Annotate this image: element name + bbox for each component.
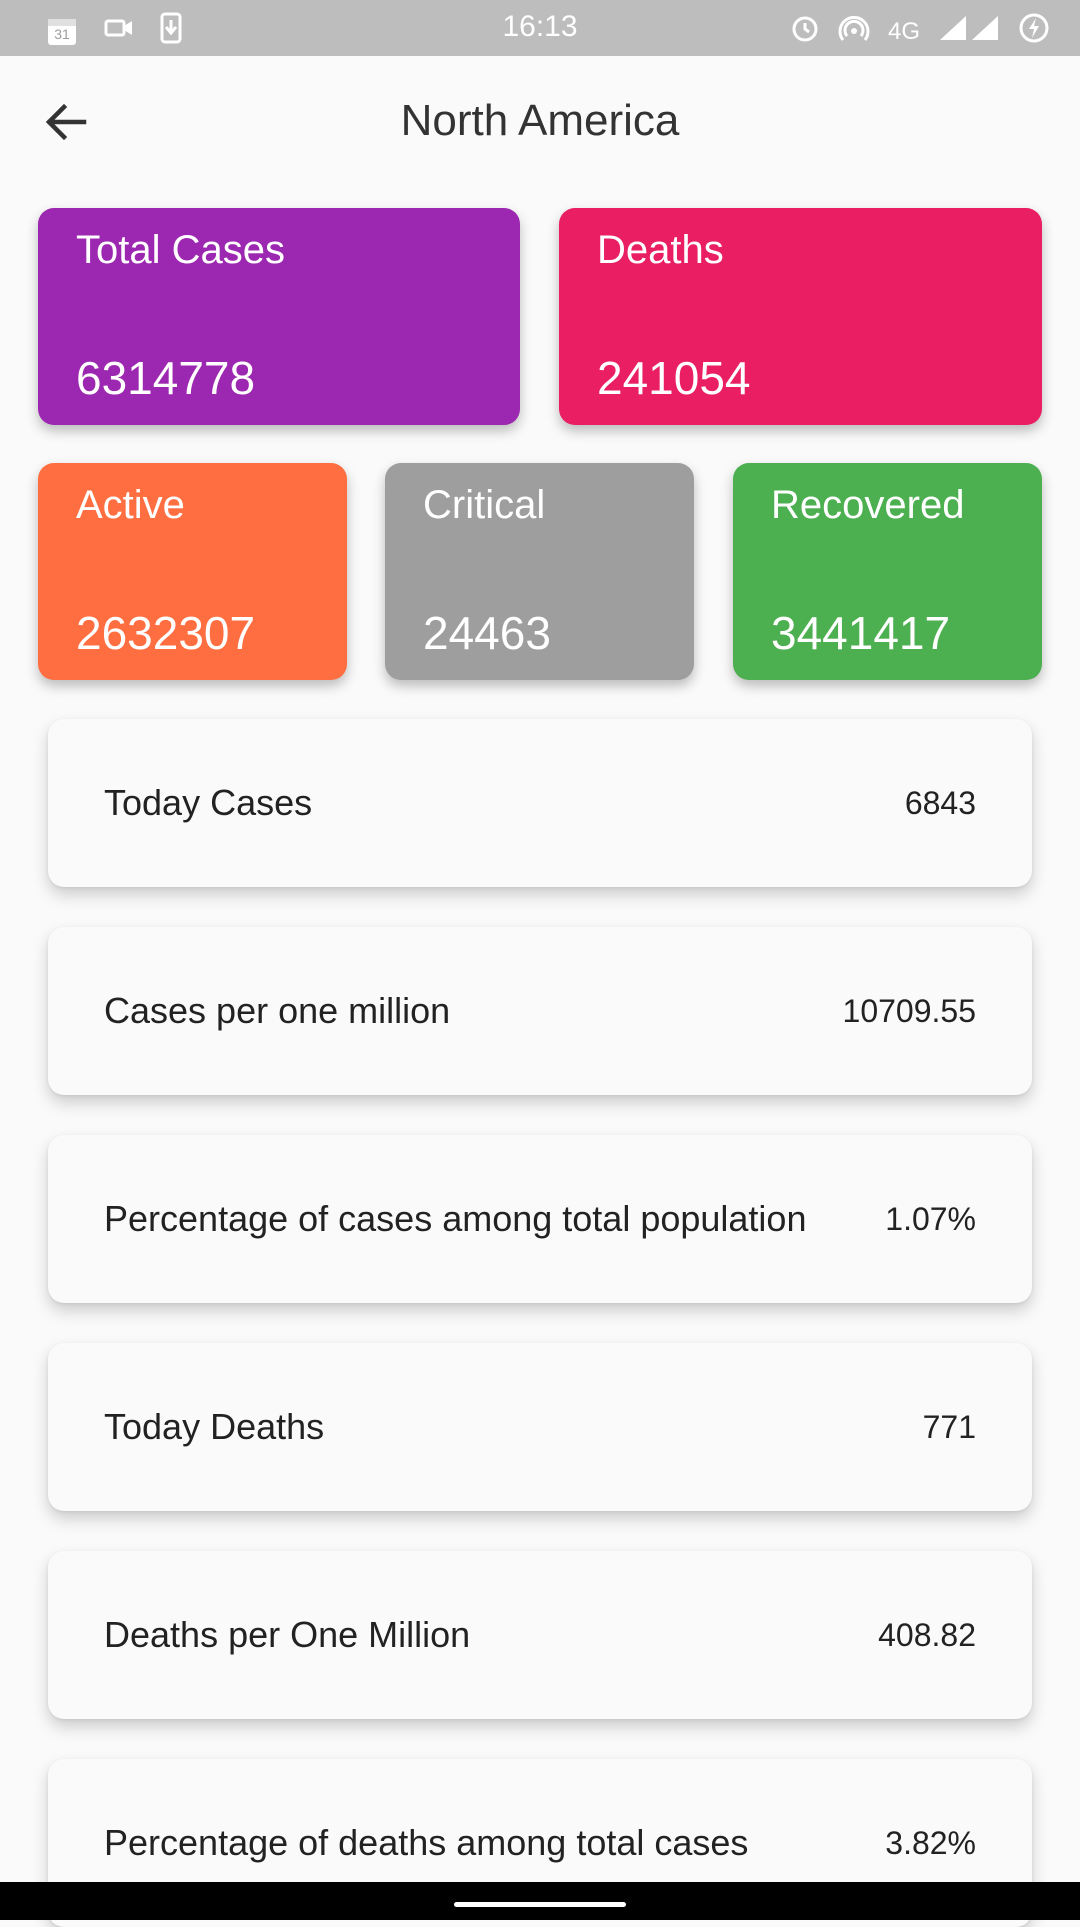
cases-per-million-row: Cases per one million 10709.55: [48, 927, 1032, 1095]
row-label: Cases per one million: [104, 990, 451, 1031]
row-label: Percentage of cases among total populati…: [104, 1198, 807, 1239]
navigation-bar: [0, 1882, 1080, 1920]
active-label: Active: [76, 483, 185, 527]
row-label: Deaths per One Million: [104, 1614, 471, 1655]
row-value: 10709.55: [842, 993, 976, 1029]
row-label: Today Deaths: [104, 1406, 325, 1447]
deaths-value: 241054: [597, 352, 751, 404]
back-button[interactable]: [36, 94, 96, 154]
network-type: 4G: [887, 17, 920, 45]
today-cases-row: Today Cases 6843: [48, 719, 1032, 887]
today-deaths-row: Today Deaths 771: [48, 1343, 1032, 1511]
signal-icon: [938, 14, 1000, 49]
critical-value: 24463: [423, 607, 551, 659]
recovered-value: 3441417: [771, 607, 951, 659]
deaths-card: Deaths 241054: [559, 208, 1042, 425]
recovered-label: Recovered: [771, 483, 965, 527]
recovered-card: Recovered 3441417: [733, 463, 1042, 680]
critical-label: Critical: [423, 483, 546, 527]
status-system-icons: 4G: [790, 12, 1050, 51]
app-bar: North America: [0, 56, 1080, 192]
total-cases-value: 6314778: [76, 352, 256, 404]
home-indicator[interactable]: [454, 1902, 626, 1907]
cases-percentage-row: Percentage of cases among total populati…: [48, 1135, 1032, 1303]
active-value: 2632307: [76, 607, 256, 659]
status-notifications: 31: [46, 12, 182, 49]
alarm-icon: [790, 13, 820, 50]
deaths-label: Deaths: [597, 228, 724, 272]
row-value: 771: [922, 1409, 976, 1445]
download-icon: [160, 12, 182, 49]
row-value: 6843: [904, 785, 976, 821]
row-label: Today Cases: [104, 782, 313, 823]
battery-charging-icon: [1018, 12, 1050, 51]
arrow-back-icon: [44, 102, 88, 147]
total-cases-card: Total Cases 6314778: [38, 208, 520, 425]
row-value: 3.82%: [885, 1825, 976, 1861]
total-cases-label: Total Cases: [76, 228, 285, 272]
calendar-badge: 31: [54, 25, 70, 42]
status-bar: 31 16:13: [0, 0, 1080, 56]
deaths-per-million-row: Deaths per One Million 408.82: [48, 1551, 1032, 1719]
active-card: Active 2632307: [38, 463, 347, 680]
row-label: Percentage of deaths among total cases: [104, 1822, 749, 1863]
page-title: North America: [400, 96, 680, 145]
row-value: 1.07%: [885, 1201, 976, 1237]
critical-card: Critical 24463: [385, 463, 694, 680]
status-time: 16:13: [502, 10, 578, 43]
calendar-icon: 31: [46, 15, 78, 47]
row-value: 408.82: [878, 1617, 976, 1653]
hotspot-icon: [838, 13, 870, 50]
video-camera-icon: [104, 16, 134, 45]
